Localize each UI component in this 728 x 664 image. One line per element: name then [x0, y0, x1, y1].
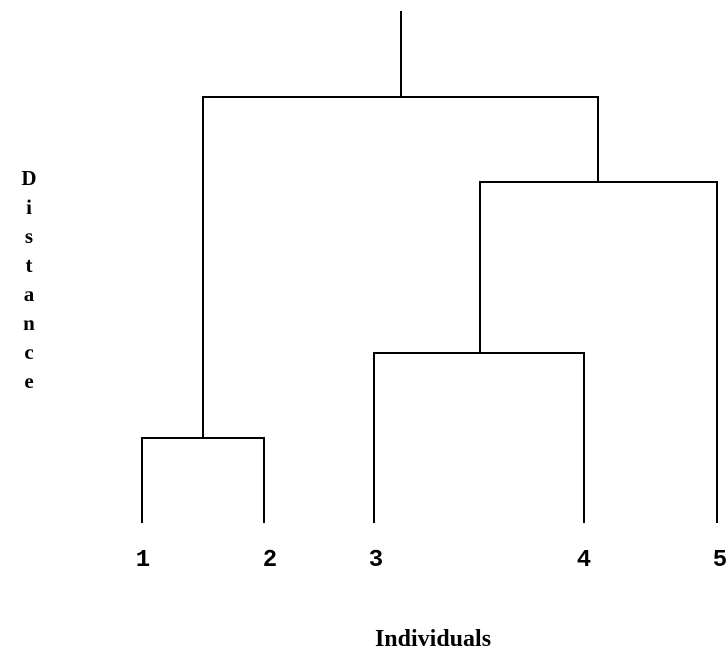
leaf-label-5: 5 [712, 547, 728, 574]
y-axis-label-char: n [23, 311, 35, 335]
y-axis-label-char: a [23, 282, 35, 306]
y-axis-label-char: e [24, 369, 34, 393]
y-axis-label: D i s t a n c e [14, 164, 44, 396]
leaf-label-2: 2 [262, 547, 278, 574]
y-axis-label-char: c [24, 340, 34, 364]
x-axis-label: Individuals [374, 626, 492, 652]
leaf-label-1: 1 [135, 547, 151, 574]
leaf-label-3: 3 [368, 547, 384, 574]
y-axis-label-char: s [24, 224, 34, 248]
y-axis-label-char: D [21, 166, 37, 190]
leaf-label-4: 4 [576, 547, 592, 574]
y-axis-label-char: t [25, 253, 33, 277]
y-axis-label-char: i [26, 195, 32, 219]
